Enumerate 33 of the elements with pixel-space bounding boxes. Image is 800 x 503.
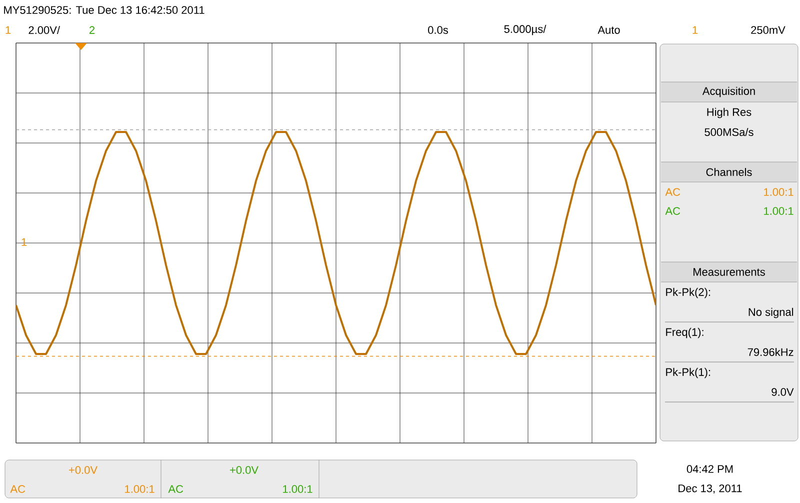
text: AC <box>10 485 26 493</box>
text: Measurements <box>694 268 765 276</box>
text: +0.0V <box>230 466 258 474</box>
text: 2 <box>90 26 95 34</box>
text: No signal <box>748 308 794 318</box>
annotation: 1 <box>22 238 27 246</box>
text: Pk-Pk(2): <box>666 288 710 298</box>
text: 04:42 PM <box>686 465 733 473</box>
text: 1.00:1 <box>764 207 794 215</box>
text: Freq(1): <box>666 328 704 338</box>
text: 5.000µs/ <box>504 24 546 36</box>
text: MY51290525: Tue Dec 13 16:42:50 2011 <box>4 6 204 14</box>
text: Channels <box>706 168 752 176</box>
text: Acquisition <box>702 86 755 98</box>
text: 9.0V <box>772 388 794 396</box>
text: 1 <box>6 26 11 34</box>
text: Auto <box>598 26 620 34</box>
text: High Res <box>707 108 752 118</box>
text: 1.00:1 <box>764 188 794 196</box>
text: 1.00:1 <box>125 485 154 493</box>
text: 79.96kHz <box>748 348 794 356</box>
text: 0.0s <box>428 26 448 34</box>
text: Dec 13, 2011 <box>678 484 742 494</box>
text: AC <box>665 188 680 196</box>
text: 2.00V/ <box>28 26 60 34</box>
text: AC <box>665 207 680 215</box>
text: 500MSa/s <box>704 128 754 136</box>
text: 250mV <box>751 26 786 34</box>
text: 1 <box>692 26 698 34</box>
text: +0.0V <box>69 466 98 474</box>
text: 1.00:1 <box>283 485 312 493</box>
text: AC <box>168 485 184 493</box>
text: Pk-Pk(1): <box>666 368 710 378</box>
